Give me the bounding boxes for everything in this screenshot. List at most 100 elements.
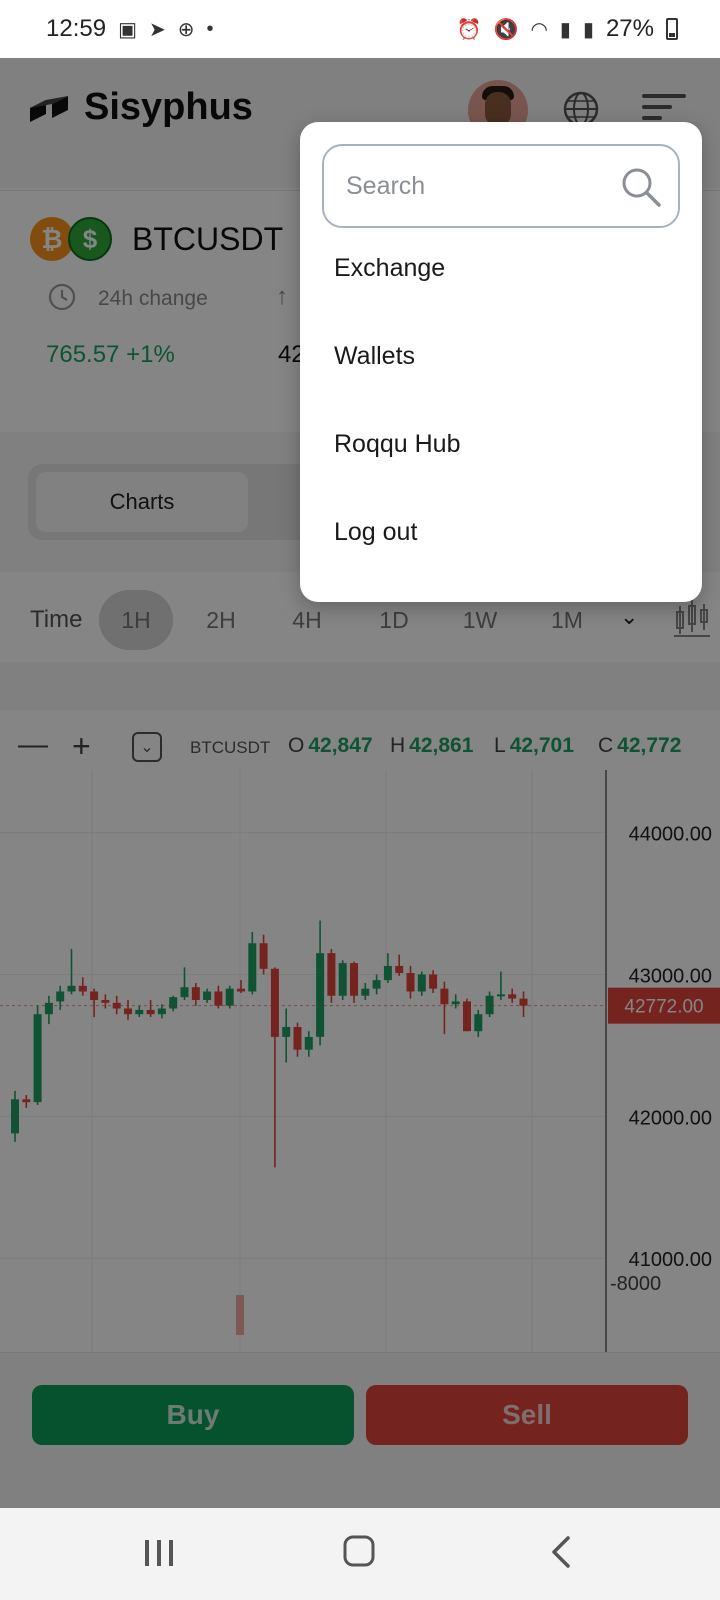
candle-body — [316, 953, 325, 1037]
timeframe-1h[interactable]: 1H — [99, 590, 173, 650]
candle-body — [496, 994, 505, 997]
current-price-tag — [608, 987, 720, 1024]
download-icon: ⊕ — [177, 18, 195, 41]
timeframe-1w[interactable]: 1W — [462, 606, 498, 633]
chart-symbol: BTCUSDT — [190, 738, 271, 757]
search-icon[interactable] — [620, 166, 662, 208]
zoom-in-button[interactable]: + — [72, 728, 91, 764]
system-nav-bar — [0, 1508, 720, 1600]
y-tick-label: 43000.00 — [629, 965, 712, 987]
open-value: 42,847 — [308, 734, 373, 757]
candle-body — [282, 1026, 291, 1037]
status-bar-right: ⏰ 🔇 ◠ ▮ ▮ 27% — [457, 15, 678, 43]
home-icon[interactable] — [342, 1534, 376, 1568]
series-dropdown-icon[interactable]: ⌄ — [132, 732, 162, 762]
candle-body — [440, 988, 449, 1005]
tab-charts[interactable]: Charts — [36, 472, 248, 532]
candle-body — [44, 1002, 53, 1015]
change-label: 24h change — [98, 287, 208, 310]
candle-body — [485, 995, 494, 1015]
chevron-down-icon[interactable]: ⌄ — [620, 604, 639, 629]
trade-bar: Buy Sell — [0, 1352, 720, 1508]
candle-body — [203, 991, 212, 1000]
y-tick-label: 41000.00 — [629, 1249, 712, 1271]
menu-item-log-out[interactable]: Log out — [334, 518, 418, 546]
signal-icon: ▮ — [559, 18, 571, 41]
gallery-icon: ▣ — [118, 18, 137, 41]
dollar-icon: $ — [68, 217, 112, 261]
candle-body — [214, 991, 223, 1006]
open-label: O — [288, 734, 305, 757]
globe-icon[interactable] — [562, 90, 600, 128]
status-bar: 12:59 ▣ ➤ ⊕ • ⏰ 🔇 ◠ ▮ ▮ 27% — [0, 0, 720, 58]
candle-body — [180, 987, 189, 998]
candle-body — [67, 985, 76, 992]
candle-body — [248, 943, 257, 992]
timeframe-4h[interactable]: 4H — [292, 606, 322, 633]
timeframe-2h[interactable]: 2H — [206, 606, 236, 633]
candle-body — [146, 1009, 155, 1015]
menu-item-exchange[interactable]: Exchange — [334, 254, 446, 282]
candle-body — [372, 980, 381, 989]
timeframe-1d[interactable]: 1D — [379, 606, 409, 633]
candle-body — [22, 1099, 31, 1103]
menu-icon[interactable] — [642, 92, 686, 122]
candle-body — [383, 965, 392, 981]
candle-body — [124, 1008, 132, 1015]
logo-icon — [30, 78, 68, 140]
wifi-icon: ◠ — [530, 18, 548, 41]
candle-body — [135, 1009, 144, 1015]
candle-body — [237, 988, 245, 992]
separator-strip — [0, 662, 720, 710]
candle-body — [417, 974, 426, 992]
close-value: 42,772 — [617, 734, 682, 757]
search-box — [322, 144, 680, 228]
candle-body — [56, 991, 65, 1002]
candlestick-chart[interactable]: 44000.00 43000.00 42000.00 41000.00 42772.00… — [0, 770, 720, 1352]
recents-icon[interactable] — [142, 1538, 176, 1568]
ohlc-low: L 42,701 — [494, 734, 574, 758]
back-icon[interactable] — [548, 1534, 576, 1570]
candle-body — [78, 985, 87, 992]
menu-item-wallets[interactable]: Wallets — [334, 342, 416, 370]
close-label: C — [598, 734, 614, 757]
search-input[interactable] — [346, 162, 616, 210]
candle-body — [463, 1001, 471, 1032]
candle-body — [157, 1008, 166, 1015]
low-value: 42,701 — [509, 734, 574, 757]
volume-tick-label: -8000 — [610, 1273, 661, 1295]
ohlc-open: O 42,847 — [288, 734, 373, 758]
signal-2-icon: ▮ — [582, 18, 594, 41]
candlestick-icon[interactable] — [674, 598, 710, 638]
candle-body — [33, 1014, 42, 1103]
candle-body — [395, 965, 404, 974]
current-price-label: 42772.00 — [624, 997, 703, 1018]
change-value: 765.57 +1% — [46, 341, 175, 368]
time-label: Time — [30, 606, 83, 633]
status-bar-left: 12:59 ▣ ➤ ⊕ • — [46, 15, 214, 43]
send-icon: ➤ — [148, 18, 166, 41]
zoom-out-button[interactable]: — — [18, 728, 48, 761]
clock-icon — [48, 283, 76, 311]
battery-level: 27% — [605, 15, 654, 42]
high-value-ohlc: 42,861 — [409, 734, 474, 757]
avatar-face — [485, 92, 511, 126]
dot-icon: • — [206, 17, 214, 40]
candle-body — [11, 1099, 19, 1134]
buy-button[interactable]: Buy — [32, 1385, 354, 1445]
candle-body — [169, 997, 178, 1009]
arrow-up-icon: ↑ — [276, 283, 288, 310]
battery-icon — [666, 18, 678, 40]
volume-bar — [236, 1295, 244, 1335]
candle-body — [361, 988, 370, 996]
timeframe-1m[interactable]: 1M — [551, 606, 583, 633]
sell-button[interactable]: Sell — [366, 1385, 688, 1445]
menu-item-roqqu-hub[interactable]: Roqqu Hub — [334, 430, 461, 458]
brand-name: Sisyphus — [84, 86, 253, 128]
candle-body — [406, 973, 415, 992]
nav-dropdown-menu: Exchange Wallets Roqqu Hub Log out — [300, 122, 702, 602]
candle-body — [101, 1000, 110, 1003]
pair-name[interactable]: BTCUSDT — [132, 221, 284, 257]
